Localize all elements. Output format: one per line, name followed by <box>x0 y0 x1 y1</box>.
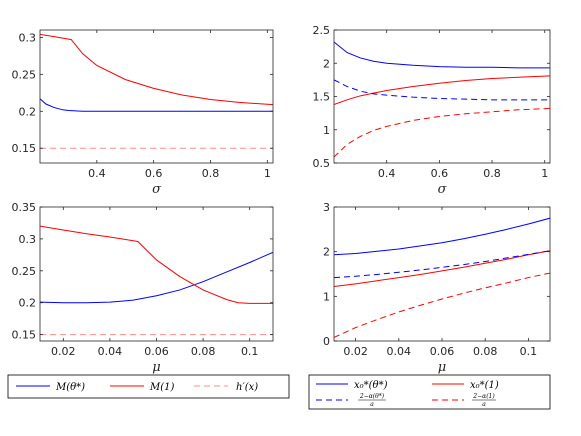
legend-left-label-3: h′(x) <box>236 382 258 393</box>
y-tick-label: 1 <box>323 124 330 137</box>
series-group <box>40 225 273 336</box>
legend-right-label-3-numerator: 2−α(θ*) <box>359 393 385 400</box>
x-tick-label: 0.08 <box>191 345 216 358</box>
legend-left-label-2: M(1) <box>149 382 175 393</box>
y-tick-label: 0.25 <box>12 68 37 81</box>
plot-area <box>334 207 550 341</box>
y-tick-label: 2 <box>323 57 330 70</box>
series-line-4 <box>334 272 550 338</box>
y-tick-label: 0.35 <box>12 201 37 214</box>
y-tick-label: 1.5 <box>313 91 331 104</box>
panel-4: 0.02 0.04 0.06 0.08 0.1 0 1 2 3 μ <box>323 201 551 375</box>
x-tick-label: 0.02 <box>343 345 368 358</box>
series-line-1 <box>334 41 550 69</box>
axes-frame <box>39 29 274 164</box>
x-axis-label: σ <box>438 182 448 197</box>
x-tick-label: 0.08 <box>473 345 498 358</box>
y-tick-label: 0.3 <box>19 233 37 246</box>
x-tick-label: 0.8 <box>202 167 220 180</box>
series-line-2 <box>334 75 550 105</box>
legend-left: M(θ*) M(1) h′(x) <box>7 374 290 399</box>
panel-3: 0.02 0.04 0.06 0.08 0.1 0.15 0.2 0.25 0.3 0.35 μ <box>12 201 274 375</box>
series-line-2 <box>40 33 273 106</box>
y-tick-label: 0.15 <box>12 329 37 342</box>
y-tick-label: 1 <box>323 290 330 303</box>
series-group <box>334 41 550 158</box>
x-tick-label: 1 <box>264 167 271 180</box>
series-line-3 <box>334 79 550 101</box>
x-tick-label: 0.02 <box>51 345 76 358</box>
legend-right-label-4-numerator: 2−α(1) <box>472 393 495 400</box>
legend-left-label-1: M(θ*) <box>55 382 85 393</box>
plot-area <box>40 207 273 341</box>
x-tick-label: 0.8 <box>483 167 501 180</box>
y-tick-label: 3 <box>323 201 330 214</box>
panel-1: 0.4 0.6 0.8 1 0.15 0.2 0.25 0.3 σ <box>12 29 274 197</box>
x-tick-label: 0.04 <box>387 345 412 358</box>
y-tick-label: 2.5 <box>313 24 331 37</box>
y-tick-label: 0.2 <box>19 297 37 310</box>
series-line-1 <box>40 251 273 304</box>
x-tick-label: 1 <box>541 167 548 180</box>
x-tick-label: 0.6 <box>431 167 449 180</box>
x-tick-label: 0.1 <box>520 345 538 358</box>
legend-right-label-4-denominator: a <box>482 401 486 408</box>
plot-area <box>334 30 550 163</box>
legend-right-box <box>308 374 551 410</box>
y-tick-label: 2 <box>323 246 330 259</box>
legend-right-label-3-denominator: a <box>370 401 374 408</box>
x-tick-label: 0.1 <box>241 345 259 358</box>
series-line-1 <box>334 217 550 256</box>
y-tick-label: 0.3 <box>19 31 37 44</box>
series-line-2 <box>334 250 550 288</box>
legend-left-box <box>7 374 290 399</box>
legend-right-label-1: x₀*(θ*) <box>354 380 388 391</box>
series-group <box>40 33 273 149</box>
legend-right-label-2: x₀*(1) <box>470 380 499 391</box>
series-group <box>334 217 550 338</box>
panel-2: 0.4 0.6 0.8 1 0.5 1 1.5 2 2.5 σ <box>313 24 551 197</box>
y-tick-label: 0.15 <box>12 142 37 155</box>
series-line-3 <box>334 250 550 279</box>
y-tick-label: 0.25 <box>12 265 37 278</box>
x-axis-label: μ <box>152 360 160 375</box>
x-tick-label: 0.4 <box>88 167 106 180</box>
x-axis-label: μ <box>438 360 446 375</box>
plot-area <box>40 30 273 163</box>
y-tick-label: 0.5 <box>313 157 331 170</box>
series-line-2 <box>40 225 273 304</box>
x-tick-label: 0.4 <box>378 167 396 180</box>
x-tick-label: 0.06 <box>430 345 455 358</box>
legend-right: x₀*(θ*) x₀*(1) 2−α(θ*) a 2−α(1) a <box>308 374 551 410</box>
x-tick-label: 0.06 <box>144 345 169 358</box>
y-tick-label: 0 <box>323 335 330 348</box>
x-axis-label: σ <box>152 182 162 197</box>
x-tick-label: 0.04 <box>98 345 123 358</box>
series-line-1 <box>40 98 273 112</box>
x-tick-label: 0.6 <box>145 167 163 180</box>
y-tick-label: 0.2 <box>19 105 37 118</box>
